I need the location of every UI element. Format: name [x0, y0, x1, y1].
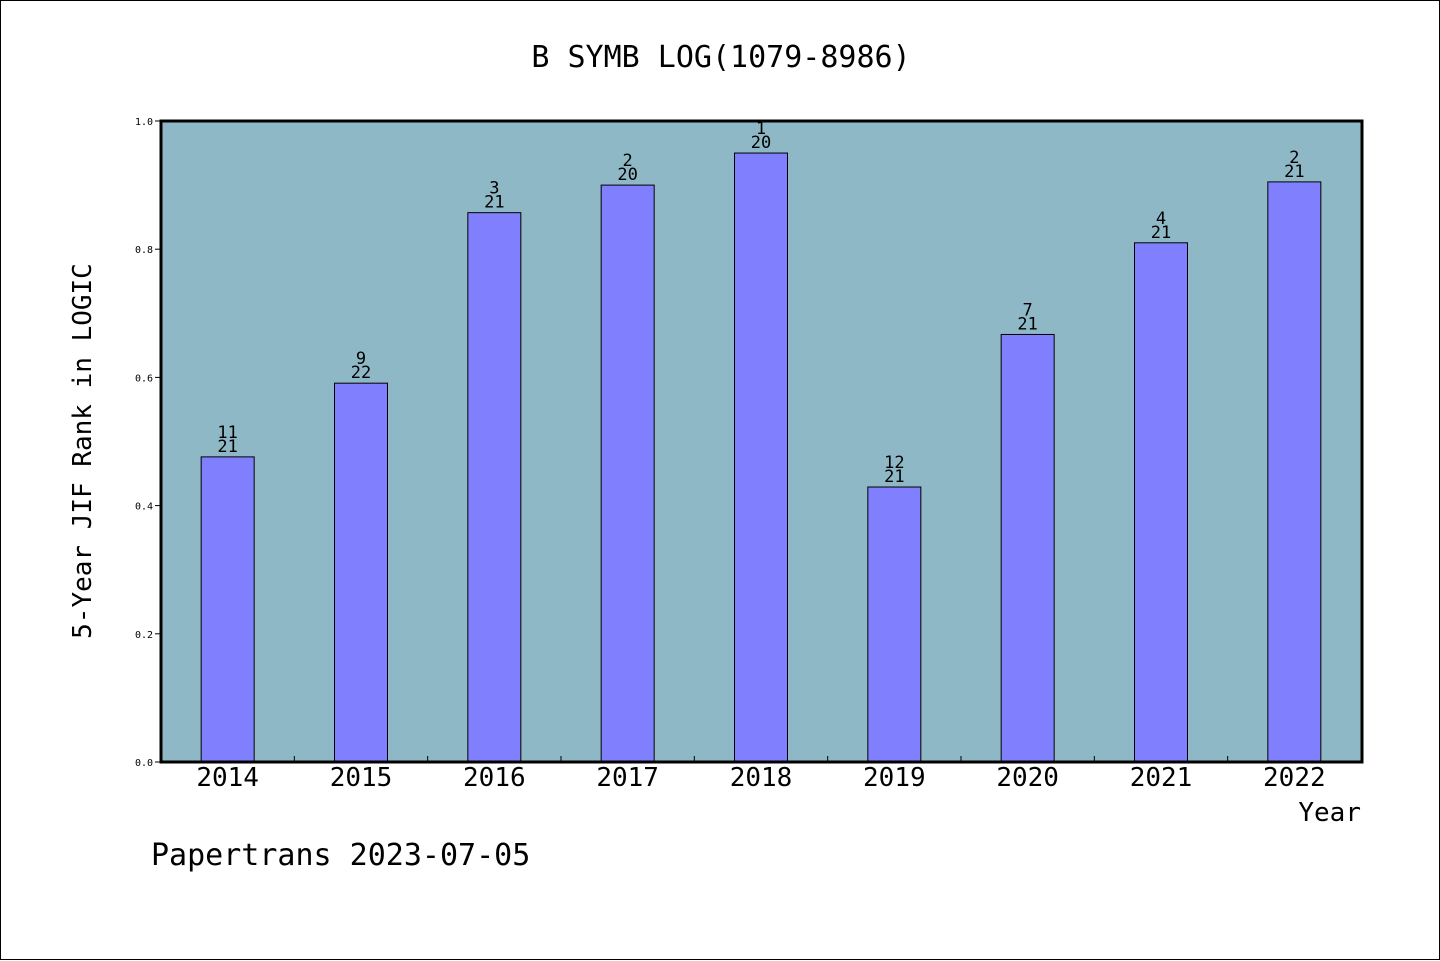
- bar-rank-label: 2: [623, 151, 633, 171]
- bar: [1134, 242, 1188, 763]
- y-tick-label: 1.0: [135, 117, 153, 128]
- bar: [1000, 333, 1055, 763]
- x-tick-label: 2018: [730, 763, 793, 793]
- bar-total-label: 21: [1284, 162, 1304, 182]
- x-tick-label: 2014: [196, 763, 259, 793]
- bar: [867, 486, 922, 763]
- bar: [734, 152, 788, 763]
- bar-rank-label: 4: [1156, 209, 1166, 229]
- bar-rank-label: 11: [217, 423, 237, 443]
- y-tick-label: 0.2: [135, 630, 153, 641]
- x-tick-label: 2016: [463, 763, 526, 793]
- bar-rank-label: 9: [356, 349, 366, 369]
- y-axis-label: 5-Year JIF Rank in LOGIC: [68, 263, 98, 639]
- bar-rank-label: 7: [1023, 300, 1033, 320]
- x-tick-label: 2020: [996, 763, 1059, 793]
- bar-total-label: 21: [1017, 314, 1037, 334]
- y-tick-label: 0.8: [135, 245, 153, 256]
- x-tick-label: 2015: [330, 763, 393, 793]
- bar-total-label: 21: [484, 193, 504, 213]
- bar-rank-label: 3: [489, 179, 499, 199]
- x-axis: 2014 2015 2016 2017 2018 2019 2020 2021 2022: [196, 756, 1326, 793]
- bar: [200, 456, 255, 763]
- x-axis-label: Year: [1298, 798, 1361, 828]
- bar-total-label: 21: [884, 467, 904, 487]
- bar-rank-label: 12: [884, 453, 904, 473]
- bar-rank-label: 2: [1289, 148, 1299, 168]
- x-tick-label: 2022: [1263, 763, 1326, 793]
- bar: [1267, 181, 1322, 763]
- bar-total-label: 21: [1151, 223, 1171, 243]
- chart-title: B SYMB LOG(1079-8986): [531, 40, 910, 75]
- y-tick-label: 0.0: [135, 758, 153, 769]
- plot-border: [159, 119, 1364, 764]
- footer-credit: Papertrans 2023-07-05: [151, 838, 530, 873]
- x-tick-label: 2017: [596, 763, 659, 793]
- bar-total-label: 21: [217, 437, 237, 457]
- y-tick-label: 0.6: [135, 373, 153, 384]
- x-tick-label: 2019: [863, 763, 926, 793]
- bar-rank-label: 1: [756, 119, 766, 139]
- bar: [467, 212, 522, 763]
- y-axis: 0.0 0.2 0.4 0.6 0.8 1.0: [135, 117, 161, 769]
- bar-total-label: 20: [617, 165, 637, 185]
- bar-total-label: 20: [751, 133, 771, 153]
- bar: [600, 184, 655, 763]
- bar: [334, 382, 388, 763]
- x-tick-label: 2021: [1130, 763, 1193, 793]
- bar-total-label: 22: [351, 363, 371, 383]
- y-tick-label: 0.4: [135, 502, 153, 513]
